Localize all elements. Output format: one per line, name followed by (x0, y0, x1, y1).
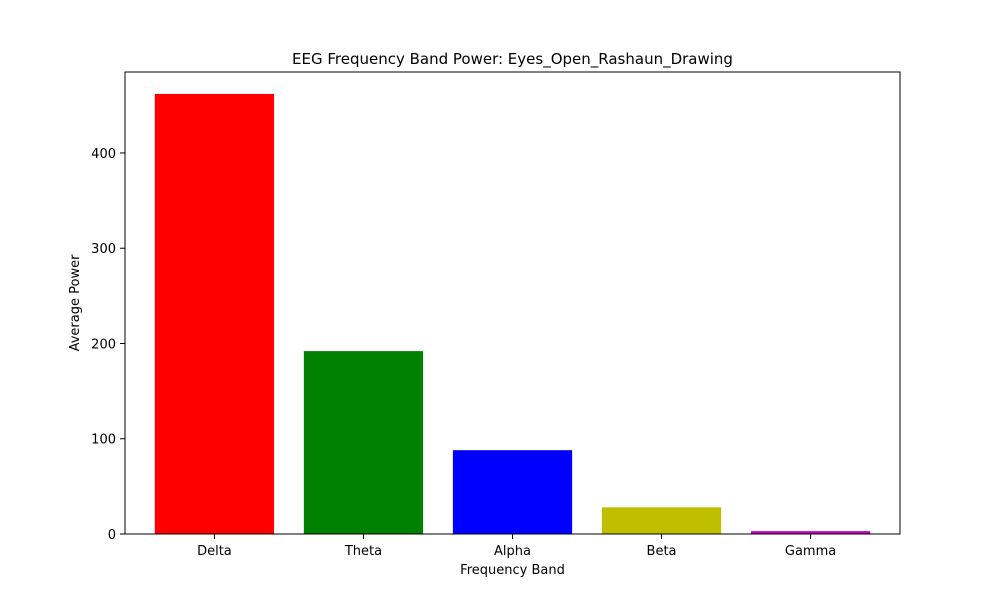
bar-delta (154, 93, 275, 535)
y-tick-label-200: 200 (91, 337, 116, 352)
x-axis-label: Frequency Band (460, 563, 565, 578)
chart-title: EEG Frequency Band Power: Eyes_Open_Rash… (292, 50, 733, 69)
x-tick-label-alpha: Alpha (494, 544, 531, 559)
x-tick-label-gamma: Gamma (785, 544, 836, 559)
y-tick-label-400: 400 (91, 147, 116, 162)
x-tick-label-delta: Delta (197, 544, 232, 559)
bar-alpha (452, 450, 573, 534)
bar-theta (303, 351, 424, 534)
y-tick-label-100: 100 (91, 433, 116, 448)
x-tick-label-beta: Beta (647, 544, 677, 559)
y-axis: 0 100 200 300 400 (91, 147, 125, 543)
y-tick-label-0: 0 (108, 528, 116, 543)
bar-gamma (750, 531, 871, 534)
x-tick-label-theta: Theta (344, 544, 382, 559)
y-axis-label: Average Power (68, 254, 83, 351)
bars-layer (154, 93, 871, 535)
x-axis: Delta Theta Alpha Beta Gamma (197, 534, 836, 559)
bar-beta (601, 507, 722, 534)
y-tick-label-300: 300 (91, 242, 116, 257)
